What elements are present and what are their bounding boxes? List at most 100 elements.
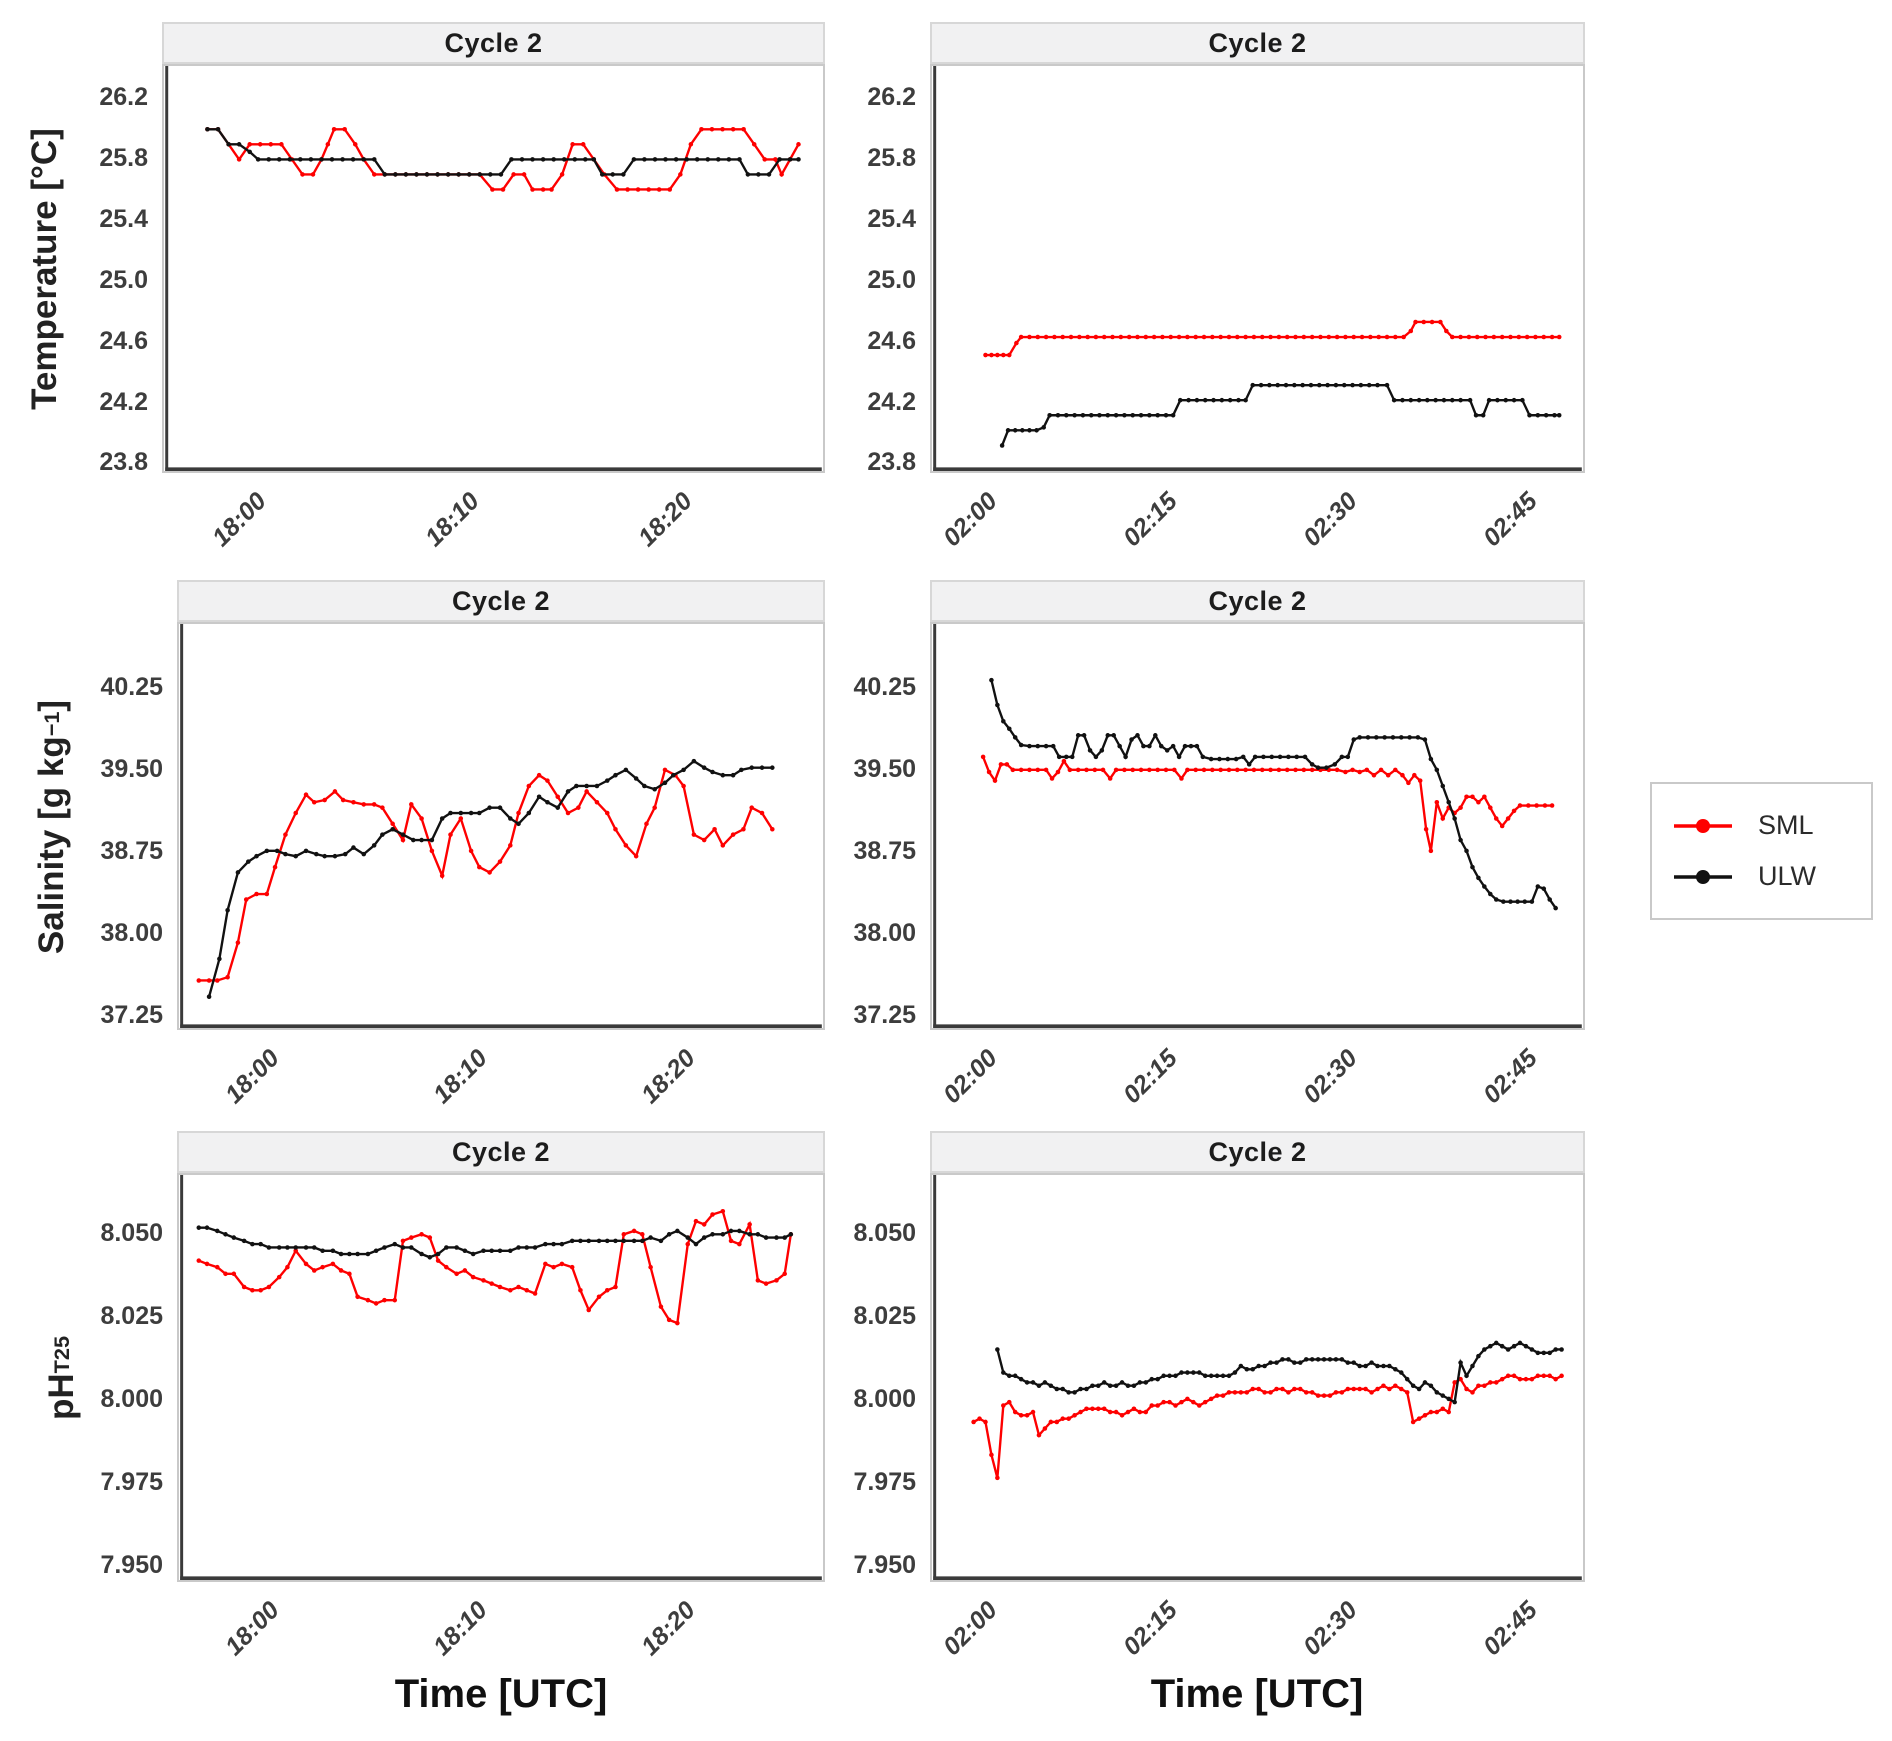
data-point-sml [986,769,992,775]
data-point-sml [1243,334,1248,340]
data-point-ulw [1511,397,1517,403]
data-point-sml [763,1281,769,1286]
data-point-sml [490,187,495,192]
data-point-ulw [409,1245,414,1250]
data-point-ulw [1366,382,1372,388]
data-point-sml [1284,334,1290,340]
data-point-sml [1251,767,1257,773]
data-point-sml [1298,1386,1303,1392]
data-point-ulw [215,1228,220,1234]
data-point-sml [1196,1403,1202,1408]
data-point-ulw [728,1228,734,1234]
strip-title-text: Cycle 2 [1208,1136,1307,1167]
data-point-sml [1350,767,1355,773]
series-line-ulw [990,679,1557,909]
data-point-ulw [1030,1380,1036,1385]
data-point-sml [243,897,249,902]
data-point-ulw [205,126,210,132]
data-point-sml [435,1258,441,1263]
data-point-ulw [350,157,356,162]
data-point-sml [1446,1409,1451,1415]
data-point-sml [662,767,668,773]
data-point-ulw [1141,743,1146,749]
data-point-sml [1428,848,1434,854]
data-point-ulw [1508,899,1513,904]
data-point-sml [1143,1409,1149,1415]
data-point-sml [796,142,801,147]
data-point-sml [454,1271,459,1277]
data-point-ulw [591,157,597,162]
plot-ph-left [177,1173,825,1582]
data-point-ulw [1200,754,1206,760]
data-point-ulw [1111,733,1117,738]
data-point-ulw [1374,735,1379,740]
data-point-sml [635,187,641,192]
data-point-ulw [322,853,327,859]
data-point-ulw [1208,1373,1214,1379]
data-point-ulw [1517,1340,1523,1346]
data-point-ulw [788,1232,794,1237]
data-point-sml [462,1268,468,1273]
data-point-sml [569,1264,575,1270]
data-point-sml [1101,1406,1107,1412]
data-point-ulw [1113,412,1119,418]
data-point-sml [206,978,212,983]
data-point-sml [338,1268,344,1273]
data-point-sml [1084,1406,1089,1412]
data-point-ulw [196,1225,202,1230]
data-point-sml [409,802,414,807]
data-point-sml [1067,767,1073,773]
data-point-ulw [1064,754,1069,760]
data-point-ulw [1446,799,1451,805]
data-point-ulw [613,1238,618,1244]
data-point-ulw [1202,1373,1208,1379]
data-point-sml [604,1287,610,1293]
strip-title-sal-right: Cycle 2 [930,580,1585,622]
data-point-ulw [1055,412,1061,418]
data-point-sml [1553,1376,1558,1382]
data-point-sml [1293,334,1298,340]
data-point-ulw [1292,382,1297,388]
data-point-sml [1488,805,1493,810]
data-point-ulw [477,172,483,177]
data-point-sml [500,187,506,192]
strip-title-ph-left: Cycle 2 [177,1131,825,1173]
data-point-sml [1452,1380,1457,1385]
data-point-ulw [1482,1347,1487,1352]
data-point-sml [1259,334,1265,340]
data-point-sml [1143,334,1149,340]
data-point-ulw [373,1248,379,1254]
data-point-ulw [419,837,424,843]
data-point-sml [755,1278,761,1283]
data-point-ulw [217,956,222,962]
data-point-ulw [540,157,546,162]
data-point-sml [1458,805,1463,810]
data-point-sml [1048,1419,1054,1425]
data-point-sml [1321,1393,1327,1398]
data-point-sml [983,1419,988,1425]
data-point-sml [551,1264,556,1270]
data-point-sml [1084,767,1089,773]
data-point-ulw [1369,1360,1374,1365]
data-point-sml [701,837,707,843]
data-point-sml [747,1222,752,1227]
data-point-sml [1541,1373,1547,1379]
data-point-sml [204,1261,210,1267]
data-point-sml [1357,769,1362,775]
x-tick-label: 02:00 [937,487,1003,553]
data-point-ulw [1493,1340,1499,1346]
data-point-ulw [1315,765,1321,770]
data-point-ulw [1153,733,1158,738]
data-point-ulw [424,172,430,177]
data-point-ulw [231,1235,237,1240]
data-point-sml [1149,1403,1155,1408]
data-point-ulw [1333,382,1339,388]
data-point-sml [1004,762,1010,767]
data-point-sml [1286,1390,1291,1395]
data-point-ulw [749,765,754,770]
data-point-ulw [648,1235,653,1240]
data-point-sml [419,1232,424,1237]
data-point-ulw [1553,1347,1558,1352]
data-point-ulw [226,142,231,147]
data-point-sml [1155,767,1160,773]
